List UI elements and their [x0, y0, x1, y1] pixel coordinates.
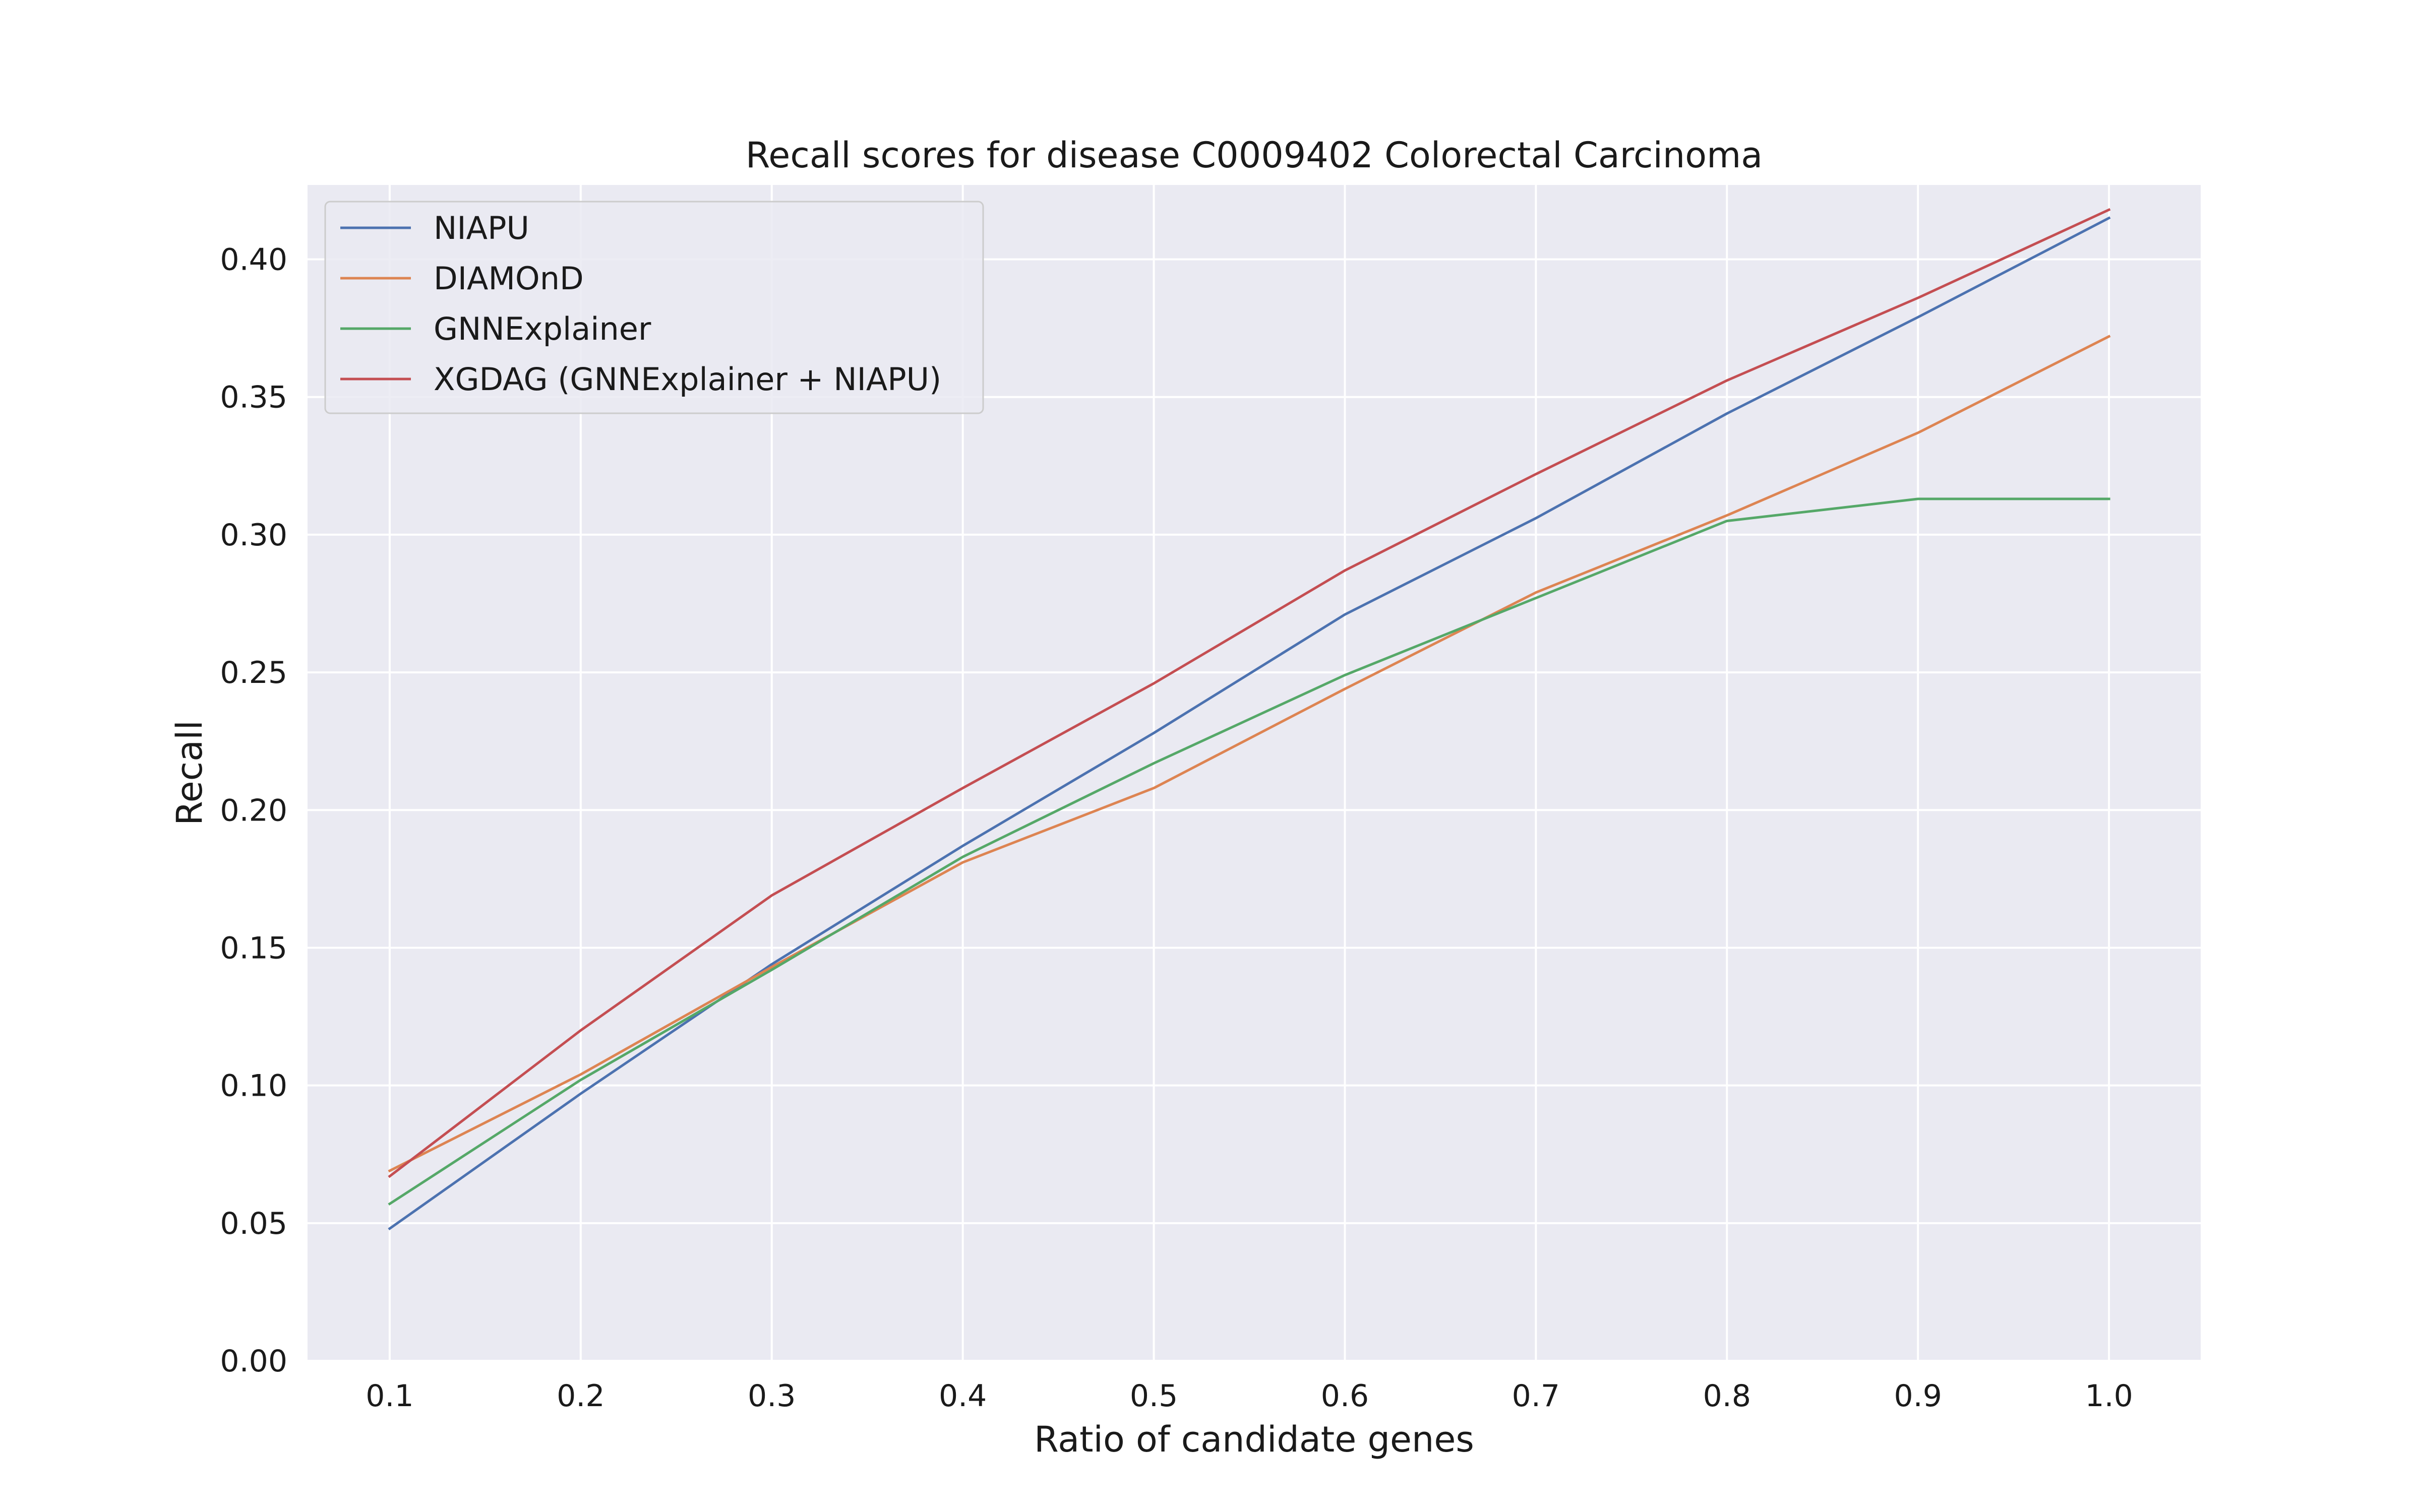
x-tick-label: 0.2	[557, 1378, 604, 1414]
series-line-niapu	[388, 216, 2111, 1231]
x-tick-label: 1.0	[2085, 1378, 2133, 1414]
y-tick-label: 0.00	[220, 1344, 287, 1379]
series-line-diamond	[388, 335, 2111, 1173]
y-tick-label: 0.30	[220, 518, 287, 553]
y-tick-label: 0.10	[220, 1068, 287, 1104]
legend-label: NIAPU	[434, 210, 529, 246]
y-tick-label: 0.15	[220, 930, 287, 966]
x-axis-title: Ratio of candidate genes	[1034, 1419, 1474, 1460]
y-tick-label: 0.35	[220, 380, 287, 415]
legend-label: GNNExplainer	[434, 310, 651, 347]
y-tick-label: 0.20	[220, 793, 287, 828]
x-tick-label: 0.5	[1130, 1378, 1178, 1414]
y-tick-label: 0.40	[220, 242, 287, 278]
legend-label: XGDAG (GNNExplainer + NIAPU)	[434, 361, 941, 398]
legend-frame	[324, 201, 984, 414]
legend-label: DIAMOnD	[434, 260, 584, 297]
x-tick-labels: 0.1 0.2 0.3 0.4 0.5 0.6 0.7 0.8 0.9 1.0	[366, 1378, 2133, 1414]
chart-title: Recall scores for disease C0009402 Color…	[746, 135, 1763, 176]
x-tick-label: 0.9	[1894, 1378, 1942, 1414]
series-lines	[388, 208, 2111, 1231]
y-tick-labels: 0.00 0.05 0.10 0.15 0.20 0.25 0.30 0.35 0.40	[220, 242, 287, 1379]
series-line-gnnexplainer	[388, 497, 2110, 1206]
x-tick-label: 0.4	[939, 1378, 987, 1414]
y-tick-label: 0.05	[220, 1206, 287, 1241]
x-tick-label: 0.3	[748, 1378, 796, 1414]
x-tick-label: 0.1	[366, 1378, 413, 1414]
series-line-xgdag-gnnexplainer-niapu	[388, 208, 2111, 1178]
y-axis-title: Recall	[169, 720, 210, 826]
x-tick-label: 0.7	[1512, 1378, 1560, 1414]
x-tick-label: 0.8	[1703, 1378, 1751, 1414]
x-tick-label: 0.6	[1321, 1378, 1369, 1414]
legend: NIAPU DIAMOnD GNNExplainer XGDAG (GNNExplai…	[324, 201, 984, 414]
y-tick-label: 0.25	[220, 655, 287, 690]
